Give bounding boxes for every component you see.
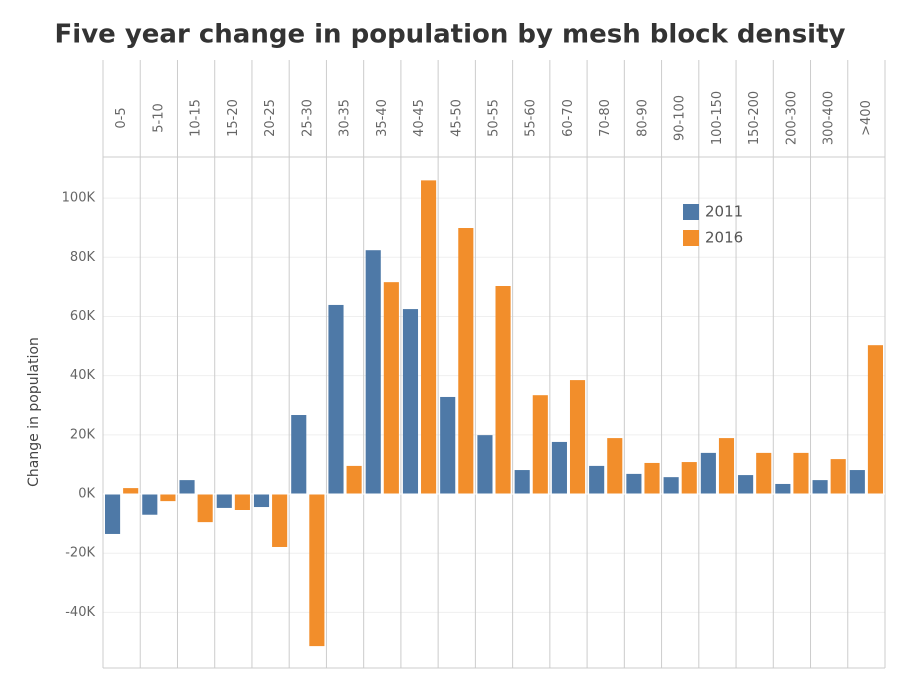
y-tick-label: 80K: [70, 250, 96, 265]
bar: [291, 415, 307, 495]
y-tick-label: 40K: [70, 368, 96, 383]
bar: [551, 441, 567, 495]
category-label: 5-10: [151, 103, 166, 133]
category-label: 15-20: [226, 99, 241, 137]
bar: [738, 475, 754, 495]
category-label: 25-30: [300, 99, 315, 137]
category-label: 35-40: [375, 99, 390, 137]
chart-title: Five year change in population by mesh b…: [55, 20, 846, 50]
bar: [812, 480, 828, 495]
category-label: 50-55: [487, 99, 502, 137]
legend-swatch: [683, 204, 699, 220]
bar: [179, 480, 195, 495]
bar: [775, 483, 791, 495]
bar: [495, 286, 511, 495]
bar: [346, 465, 362, 495]
bar: [253, 494, 270, 508]
bar: [123, 488, 139, 495]
category-label: 20-25: [263, 99, 278, 137]
bar: [718, 438, 735, 495]
bar: [105, 494, 121, 534]
bar: [830, 459, 846, 495]
category-label: 40-45: [412, 99, 427, 137]
bar: [663, 477, 679, 495]
bar: [867, 345, 883, 495]
category-label: 300-400: [822, 91, 837, 145]
bar: [383, 282, 399, 495]
bar: [756, 452, 772, 495]
bar: [272, 494, 288, 547]
bar: [440, 396, 456, 495]
bar: [626, 473, 642, 495]
category-label: 80-90: [635, 99, 650, 137]
bar: [514, 470, 530, 495]
bar: [849, 470, 865, 495]
bar: [216, 494, 232, 508]
bar: [589, 465, 605, 495]
bar: [532, 395, 548, 495]
bar: [700, 452, 716, 495]
bar: [421, 180, 437, 495]
bar: [160, 494, 176, 502]
bar: [309, 494, 325, 647]
category-label: 100-150: [710, 91, 725, 145]
y-tick-label: 100K: [62, 191, 96, 206]
y-tick-label: 20K: [70, 427, 96, 442]
bar: [365, 250, 381, 495]
bar: [197, 494, 213, 523]
category-label: >400: [859, 100, 874, 136]
legend-label: 2016: [705, 229, 743, 247]
bar: [234, 494, 250, 510]
category-label: 200-300: [784, 91, 799, 145]
category-label: 45-50: [449, 99, 464, 137]
category-label: 90-100: [673, 95, 688, 141]
category-label: 60-70: [561, 99, 576, 137]
bar: [681, 462, 697, 495]
category-label: 30-35: [338, 99, 353, 137]
bar: [142, 494, 158, 515]
bar: [477, 435, 493, 495]
y-tick-label: -40K: [65, 605, 95, 620]
category-label: 150-200: [747, 91, 762, 145]
bar: [644, 462, 660, 495]
legend-swatch: [683, 230, 699, 246]
y-tick-label: 0K: [78, 487, 95, 502]
category-label: 0-5: [114, 107, 129, 128]
bar: [328, 304, 344, 495]
y-tick-label: 60K: [70, 309, 96, 324]
y-tick-label: -20K: [65, 546, 95, 561]
category-label: 55-60: [524, 99, 539, 137]
category-label: 10-15: [189, 99, 204, 137]
bar: [607, 438, 623, 495]
category-label: 70-80: [598, 99, 613, 137]
y-axis-label: Change in population: [26, 337, 42, 487]
bar: [458, 228, 474, 495]
bar: [402, 309, 419, 495]
bar: [569, 380, 586, 495]
legend-label: 2011: [705, 203, 743, 221]
bar: [793, 452, 809, 495]
